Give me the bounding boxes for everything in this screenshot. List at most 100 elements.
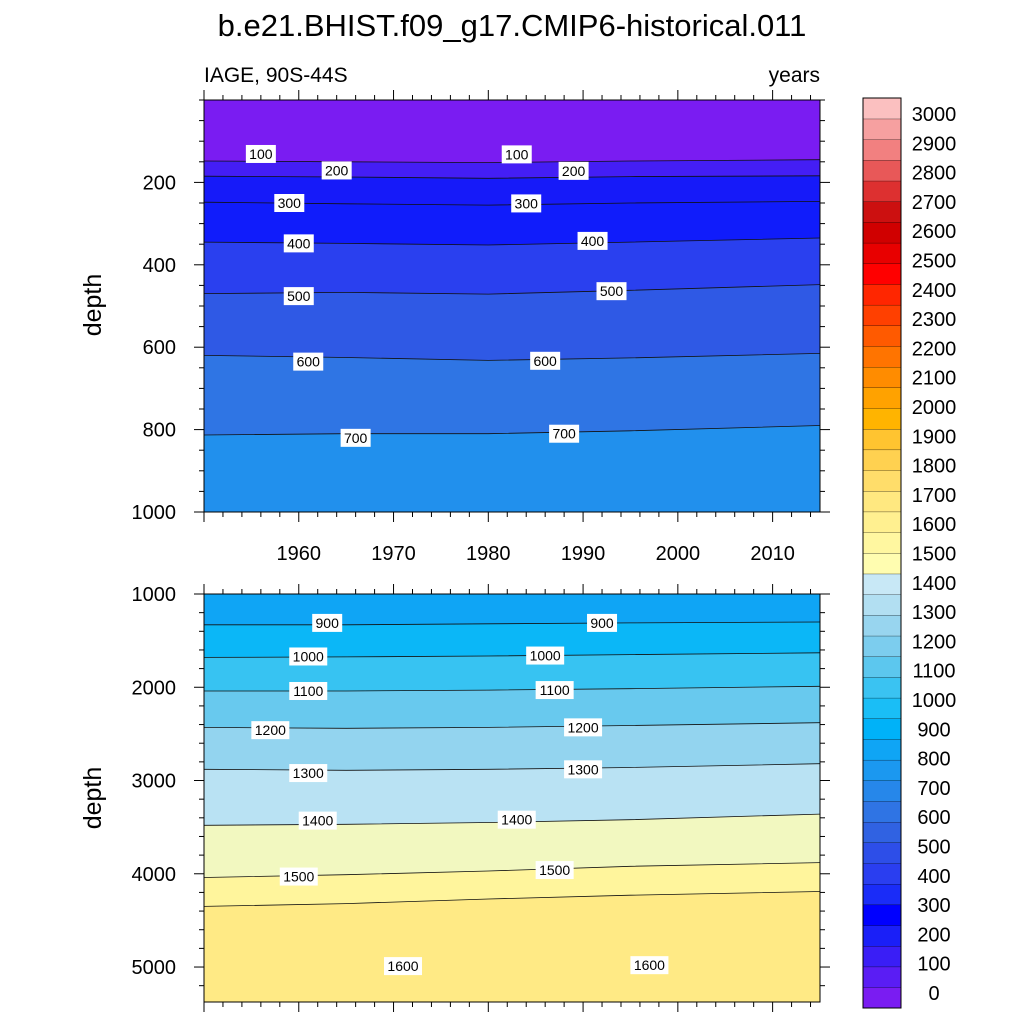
- colorbar-box: [862, 511, 902, 533]
- contour-label: 900: [312, 613, 343, 632]
- contour-label: 1600: [384, 957, 423, 976]
- svg-text:1300: 1300: [293, 765, 324, 781]
- colorbar-box: [862, 304, 902, 326]
- svg-text:1200: 1200: [255, 722, 286, 738]
- colorbar-box: [862, 263, 902, 285]
- contour-label: 400: [283, 234, 314, 253]
- x-tick-label: 1960: [277, 543, 322, 565]
- colorbar-box: [862, 387, 902, 409]
- colorbar-label: 1800: [912, 456, 957, 478]
- upper-y-axis-label: depth: [79, 274, 107, 337]
- colorbar-box: [862, 552, 902, 575]
- right-subtitle: years: [769, 64, 820, 87]
- colorbar-label: 200: [917, 924, 950, 946]
- colorbar-box: [862, 242, 902, 264]
- contour-label: 1100: [535, 681, 574, 700]
- colorbar-box: [862, 676, 902, 699]
- colorbar-box: [862, 97, 902, 120]
- contour-label: 1500: [535, 861, 574, 880]
- contour-label: 1000: [289, 647, 328, 666]
- x-tick-label: 2010: [750, 543, 795, 565]
- contour-line-100: [204, 159, 820, 164]
- colorbar-label: 2900: [912, 133, 957, 155]
- colorbar-box: [862, 532, 902, 554]
- contour-label: 200: [321, 161, 352, 180]
- colorbar-box: [862, 325, 902, 347]
- contour-label: 700: [549, 424, 580, 443]
- colorbar-box: [862, 635, 902, 657]
- colorbar-box: [862, 697, 902, 719]
- svg-text:1500: 1500: [283, 869, 314, 885]
- colorbar-box: [862, 987, 902, 1009]
- svg-text:1300: 1300: [567, 761, 598, 777]
- contour-line-1200: [204, 722, 820, 729]
- svg-text:1100: 1100: [540, 682, 570, 698]
- contour-label: 600: [293, 352, 324, 371]
- contour-label: 200: [558, 161, 589, 180]
- y-tick-label: 5000: [132, 957, 177, 979]
- colorbar-label: 1700: [912, 485, 957, 507]
- contour-label: 500: [596, 282, 627, 301]
- y-tick-label: 4000: [132, 864, 177, 886]
- svg-text:300: 300: [515, 195, 539, 211]
- colorbar-box: [862, 759, 902, 781]
- colorbar-box: [862, 408, 902, 430]
- svg-text:600: 600: [533, 353, 557, 369]
- colorbar-box: [862, 283, 902, 306]
- x-tick-label: 1980: [466, 543, 511, 565]
- contour-line-700: [204, 425, 820, 436]
- colorbar-box: [862, 594, 902, 616]
- contour-line-200: [204, 175, 820, 179]
- colorbar-box: [862, 180, 902, 202]
- colorbar-box: [862, 904, 902, 926]
- contour-label: 300: [274, 194, 305, 212]
- svg-text:100: 100: [249, 146, 273, 162]
- colorbar-label: 800: [917, 749, 950, 771]
- svg-text:200: 200: [562, 163, 586, 179]
- contour-label: 1300: [289, 764, 328, 783]
- colorbar-box: [862, 718, 902, 740]
- colorbar-box: [862, 656, 902, 678]
- contour-label: 1600: [630, 956, 669, 975]
- contour-label: 600: [530, 351, 561, 370]
- contour-label: 700: [340, 428, 371, 447]
- x-tick-label: 1970: [371, 543, 416, 565]
- svg-text:1600: 1600: [634, 957, 665, 973]
- colorbar-label: 100: [917, 954, 950, 976]
- colorbar-box: [862, 221, 902, 244]
- colorbar-label: 2500: [912, 251, 957, 273]
- contour-label: 1500: [279, 867, 318, 886]
- lower-panel: 900 900 1000 1000 1100 1100 1200 1200 1300 1300 14…: [132, 584, 830, 1012]
- y-tick-label: 600: [143, 337, 176, 359]
- colorbar-box: [862, 925, 902, 947]
- colorbar-label: 2200: [912, 338, 957, 360]
- colorbar-box: [862, 449, 902, 471]
- svg-text:1000: 1000: [293, 648, 324, 664]
- colorbar-label: 2000: [912, 397, 957, 419]
- colorbar-box: [862, 201, 902, 223]
- colorbar-box: [862, 821, 902, 843]
- svg-text:1500: 1500: [539, 862, 570, 878]
- svg-text:400: 400: [287, 235, 311, 251]
- y-tick-label: 1000: [132, 584, 177, 606]
- y-tick-label: 400: [143, 255, 176, 277]
- colorbar-label: 0: [928, 983, 939, 1005]
- colorbar-box: [862, 470, 902, 492]
- contour-label: 1200: [251, 721, 290, 740]
- colorbar-label: 500: [917, 837, 950, 859]
- colorbar-label: 1600: [912, 514, 957, 536]
- colorbar-box: [862, 966, 902, 988]
- colorbar-label: 1300: [912, 602, 957, 624]
- y-tick-label: 3000: [132, 771, 177, 793]
- contour-label: 500: [283, 287, 314, 306]
- contour-label: 1100: [289, 681, 328, 700]
- plot-frame: [203, 593, 821, 1003]
- svg-text:900: 900: [590, 615, 614, 631]
- colorbar-label: 600: [917, 807, 950, 829]
- svg-text:900: 900: [316, 615, 340, 631]
- colorbar-box: [862, 883, 902, 906]
- colorbar-box: [862, 801, 902, 823]
- svg-text:1000: 1000: [530, 648, 561, 664]
- svg-text:1600: 1600: [387, 958, 418, 974]
- colorbar-label: 2100: [912, 368, 957, 390]
